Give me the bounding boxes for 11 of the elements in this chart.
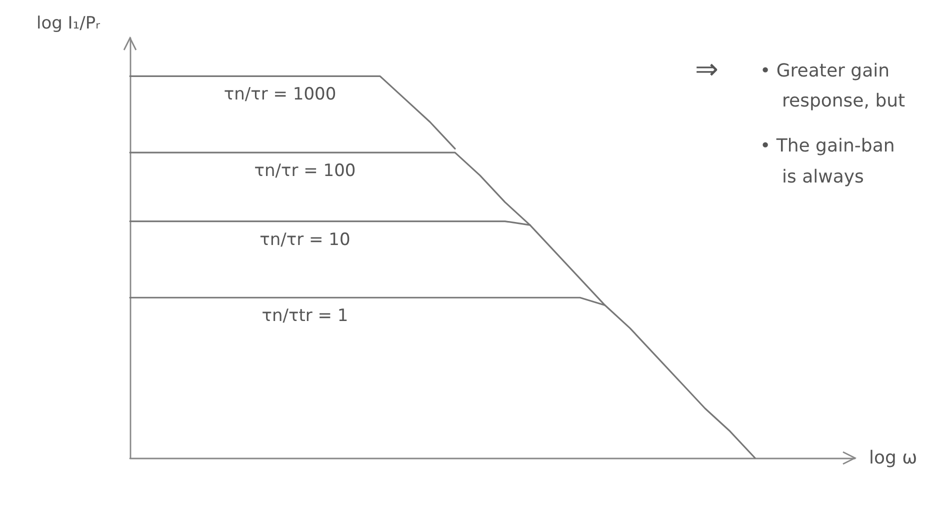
y-axis-title: log I₁/Pᵣ [36,14,101,34]
annotation: ⇒ [695,52,718,86]
annotation: • Greater gain [760,60,890,82]
series-label: τn/τr = 10 [260,230,350,250]
series-label: τn/τr = 1000 [224,84,336,105]
annotation: response, but [782,90,906,112]
x-axis-title: log ω [869,448,918,468]
series-label: τn/τtr = 1 [262,306,348,326]
annotation: is always [782,166,864,188]
annotation: • The gain-ban [760,136,895,156]
series-label: τn/τr = 100 [254,161,356,182]
